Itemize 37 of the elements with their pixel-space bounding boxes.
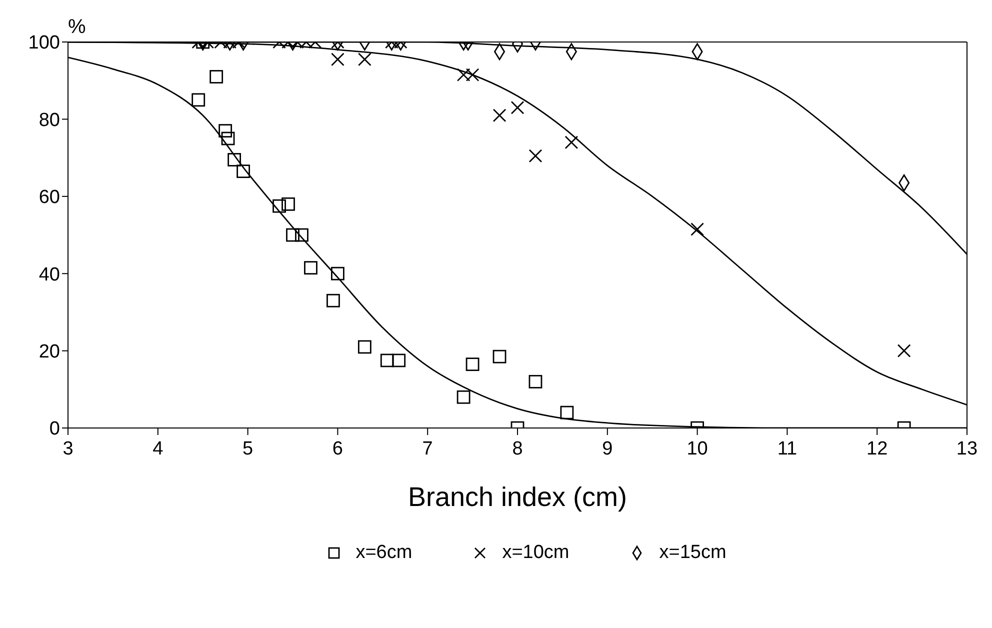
x-tick-label: 13	[956, 438, 978, 460]
y-tick-label: 60	[38, 187, 60, 208]
legend-label: x=15cm	[659, 542, 726, 564]
point	[690, 222, 704, 236]
point	[358, 340, 372, 354]
x-tick-label: 10	[686, 438, 708, 460]
point	[528, 374, 542, 388]
y-tick-label: 40	[38, 264, 60, 286]
x-tick-label: 8	[512, 438, 523, 460]
point	[326, 294, 340, 308]
y-tick-label: 80	[38, 110, 60, 131]
legend-label: x=6cm	[356, 542, 412, 564]
x-tick-label: 7	[422, 438, 433, 460]
point	[380, 354, 394, 368]
x-tick-label: 5	[242, 438, 254, 460]
point	[304, 261, 318, 275]
x-tick-label: 9	[602, 438, 613, 460]
legend-label: x=10cm	[502, 542, 570, 564]
x-tick-label: 6	[332, 438, 343, 460]
point	[272, 199, 286, 213]
point	[295, 228, 308, 242]
point	[282, 197, 295, 211]
point	[466, 358, 480, 372]
x-tick-label: 12	[866, 438, 888, 460]
x-tick-label: 11	[777, 438, 798, 460]
point	[286, 228, 300, 242]
point	[897, 344, 911, 358]
y-axis-title: %	[68, 16, 86, 39]
x-tick-label: 4	[152, 438, 164, 460]
point	[392, 354, 406, 368]
point	[492, 350, 506, 364]
point	[331, 266, 344, 280]
x-tick-label: 3	[62, 438, 74, 460]
x-axis-title: Branch index (cm)	[408, 482, 628, 512]
y-tick-label: 20	[38, 342, 60, 363]
y-tick-label: 100	[28, 32, 60, 54]
y-tick-label: 0	[49, 418, 60, 440]
